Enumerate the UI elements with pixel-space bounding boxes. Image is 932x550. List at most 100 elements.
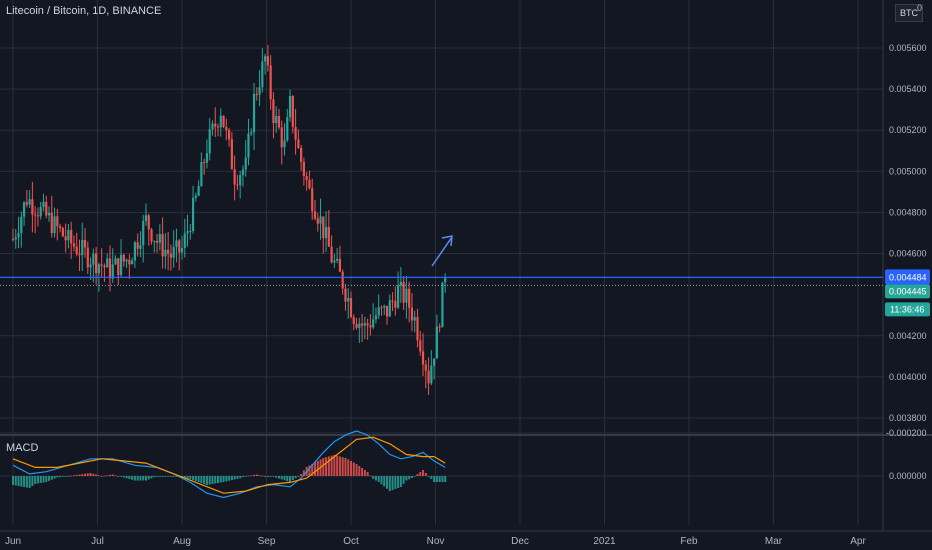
macd-histogram-bar <box>36 476 39 484</box>
candle-body <box>275 116 278 124</box>
macd-histogram-bar <box>89 472 92 476</box>
x-tick-label: Feb <box>680 536 698 547</box>
macd-histogram-bar <box>161 476 164 477</box>
macd-histogram-bar <box>352 462 355 476</box>
candle-body <box>250 132 253 134</box>
macd-y-tick-label: -0.000200 <box>886 428 927 438</box>
macd-histogram-bar <box>172 476 175 477</box>
candle-body <box>64 236 67 241</box>
candle-body <box>391 300 394 302</box>
candle-body <box>388 300 391 317</box>
macd-histogram-bar <box>97 475 100 477</box>
macd-histogram-bar <box>31 476 34 487</box>
macd-histogram-bar <box>264 476 267 477</box>
candle-body <box>34 214 37 216</box>
macd-histogram-bar <box>203 476 206 485</box>
y-tick-label: 0.005200 <box>889 125 927 135</box>
macd-histogram-bar <box>427 476 430 477</box>
candle-body <box>22 202 26 217</box>
macd-histogram-bar <box>64 476 67 477</box>
candle-body <box>444 277 447 283</box>
macd-histogram-bar <box>383 476 386 487</box>
candle-body <box>128 259 131 265</box>
macd-histogram-bar <box>142 476 145 481</box>
candle-body <box>344 288 347 302</box>
candle-body <box>247 133 250 158</box>
candle-body <box>142 220 145 246</box>
candle-body <box>394 300 397 308</box>
candle-body <box>349 297 353 318</box>
macd-histogram-bar <box>103 475 106 477</box>
candle-body <box>200 162 203 187</box>
candle-body <box>205 153 209 163</box>
macd-histogram-bar <box>53 476 56 479</box>
candle-body <box>203 162 206 164</box>
candle-body <box>17 233 20 238</box>
candle-body <box>255 93 258 95</box>
macd-histogram-bar <box>380 476 383 485</box>
macd-histogram-bar <box>67 476 70 477</box>
chart-title: Litecoin / Bitcoin, 1D, BINANCE <box>6 5 162 17</box>
macd-histogram-bar <box>133 476 136 481</box>
macd-histogram-bar <box>114 475 117 477</box>
macd-histogram-bar <box>28 476 31 489</box>
macd-histogram-bar <box>211 476 214 485</box>
candle-body <box>28 199 31 205</box>
candle-body <box>53 216 56 234</box>
x-tick-label: Dec <box>511 536 529 547</box>
candle-body <box>419 340 422 352</box>
candle-body <box>316 218 319 224</box>
macd-histogram-bar <box>61 476 64 477</box>
macd-histogram-bar <box>374 476 377 481</box>
macd-histogram-bar <box>416 473 419 476</box>
candle-body <box>208 129 211 154</box>
macd-histogram-bar <box>308 465 311 476</box>
candle-body <box>131 260 134 265</box>
candle-body <box>14 237 17 240</box>
candle-body <box>308 179 311 188</box>
candle-body <box>261 61 264 88</box>
candle-body <box>322 216 325 239</box>
macd-histogram-bar <box>236 476 239 479</box>
candle-body <box>189 230 192 232</box>
macd-histogram-bar <box>255 474 258 476</box>
macd-histogram-bar <box>327 456 330 476</box>
candle-body <box>50 212 53 234</box>
macd-histogram-bar <box>78 474 81 476</box>
macd-signal-line <box>12 436 446 494</box>
macd-histogram-bar <box>214 476 217 484</box>
candle-body <box>427 370 430 384</box>
macd-histogram-bar <box>344 457 347 476</box>
macd-histogram-bar <box>350 460 352 476</box>
candle-body <box>294 126 297 140</box>
candle-body <box>153 240 156 242</box>
countdown-tag <box>885 302 930 317</box>
candle-body <box>67 229 70 241</box>
macd-histogram-bar <box>297 476 300 477</box>
macd-histogram-bar <box>438 476 441 483</box>
macd-histogram-bar <box>302 470 305 476</box>
candle-body <box>405 288 408 303</box>
macd-histogram-bar <box>233 476 236 480</box>
candle-body <box>324 226 328 239</box>
candle-body <box>399 281 402 286</box>
macd-histogram-bar <box>86 473 89 476</box>
currency-badge[interactable]: BTC <box>895 4 923 22</box>
candle-body <box>330 246 333 263</box>
candle-body <box>385 305 389 317</box>
macd-y-tick-label: 0.000000 <box>889 471 927 481</box>
macd-histogram-bar <box>372 476 375 480</box>
macd-histogram-bar <box>56 476 59 478</box>
macd-histogram-bar <box>156 476 159 477</box>
macd-histogram-bar <box>277 476 280 479</box>
candle-body <box>108 258 112 279</box>
macd-histogram-bar <box>239 476 242 479</box>
macd-histogram-bar <box>20 476 23 487</box>
macd-histogram-bar <box>192 476 195 481</box>
candle-body <box>313 211 317 219</box>
candle-body <box>155 240 159 243</box>
macd-histogram-bar <box>158 476 161 477</box>
candle-body <box>11 239 15 241</box>
